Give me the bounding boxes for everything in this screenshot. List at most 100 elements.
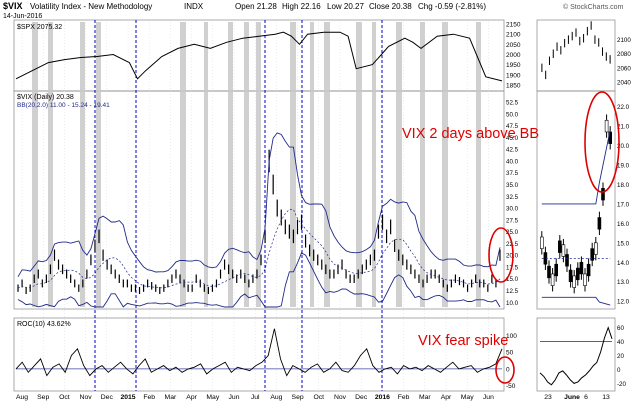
spx-y-tick-6: 1850 (506, 82, 521, 89)
x-tick-6: Feb (143, 394, 155, 401)
zoom-vix-y-tick-0: 22.0 (617, 104, 630, 111)
vix-y-tick-10: 27.5 (506, 217, 519, 224)
zoom-vix-candle-17 (601, 188, 605, 201)
x-tick-11: Jul (251, 394, 260, 401)
vix-y-tick-7: 35.0 (506, 182, 519, 189)
shade-band-4 (180, 22, 186, 307)
bb-middle-band (17, 209, 501, 289)
zoom-roc-panel (536, 317, 616, 392)
vix-legend: $VIX (Daily) 20.38 (17, 94, 74, 101)
zoom-vix-y-tick-3: 19.0 (617, 163, 630, 170)
zoom-vix-candle-6 (561, 244, 566, 257)
zoom-vix-y-tick-5: 17.0 (617, 201, 630, 208)
zoom-spx-y-tick-0: 2100 (617, 37, 631, 44)
quote-close: Close 20.38 (369, 2, 412, 11)
exchange-label: INDX (184, 2, 204, 11)
zoom-vix-candle-16 (597, 217, 602, 230)
zoom-vix-candle-3 (550, 273, 555, 286)
quote-low: Low 20.27 (327, 2, 364, 11)
zoom-roc-y-tick-2: 20 (617, 353, 624, 360)
shade-band-17 (476, 22, 481, 307)
shade-band-8 (256, 22, 261, 307)
symbol-label: $VIX (3, 1, 23, 11)
x-tick-22: Jun (483, 394, 494, 401)
shade-band-16 (442, 22, 448, 307)
x-tick-19: Mar (419, 394, 431, 401)
zoom-vix-y-tick-9: 13.0 (617, 279, 630, 286)
vix-y-tick-1: 50.0 (506, 111, 519, 118)
zoom-roc-line (539, 326, 613, 386)
zoom-vix-candle-2 (547, 265, 551, 279)
vix-y-tick-4: 42.5 (506, 147, 519, 154)
roc-y-tick-1: 50 (506, 350, 514, 357)
spx-y-tick-3: 2000 (506, 52, 521, 59)
x-tick-3: Nov (80, 394, 93, 401)
tick-labels: 215021002050200019501900185052.550.047.5… (16, 22, 631, 401)
watermark: © StockCharts.com (563, 3, 624, 11)
zoom-bb-upper (541, 129, 611, 205)
x-tick-18: Feb (398, 394, 410, 401)
zoom-x-tick-1: June (564, 394, 580, 401)
shade-band-3 (96, 22, 101, 307)
spx-legend: $SPX 2075.32 (17, 24, 62, 31)
vix-y-tick-15: 15.0 (506, 276, 519, 283)
shade-band-1 (48, 22, 53, 307)
spx-y-tick-1: 2100 (506, 32, 521, 39)
x-tick-7: Mar (165, 394, 177, 401)
zoom-vix-candle-9 (572, 275, 577, 288)
vix-y-tick-3: 45.0 (506, 135, 519, 142)
zoom-vix-y-tick-10: 12.0 (617, 299, 630, 306)
spx-y-tick-4: 1950 (506, 62, 521, 69)
vix-y-tick-17: 10.0 (506, 300, 519, 307)
shade-band-15 (420, 22, 425, 307)
shade-band-12 (356, 22, 362, 307)
roc-line (15, 328, 503, 377)
fear-spike-circle (495, 356, 515, 384)
zoom-vix-candle-5 (557, 240, 562, 253)
x-tick-4: Dec (101, 394, 114, 401)
roc-y-tick-0: 100 (506, 333, 517, 340)
x-tick-8: Apr (186, 394, 197, 401)
x-tick-10: Jun (229, 394, 240, 401)
x-tick-9: May (206, 394, 219, 401)
zoom-vix-y-tick-8: 14.0 (617, 260, 630, 267)
quote-chg: Chg -0.59 (-2.81%) (418, 2, 486, 11)
roc-y-tick-3: -50 (506, 383, 516, 390)
spx-price-line (15, 31, 503, 82)
zoom-roc-y-tick-4: -20 (617, 381, 627, 388)
bb-annotation: VIX 2 days above BB (402, 126, 539, 142)
quote-open: Open 21.28 (235, 2, 277, 11)
x-tick-2: Oct (59, 394, 70, 401)
bb-upper-band (17, 132, 501, 278)
zoom-vix-candle-13 (586, 263, 591, 277)
vix-y-tick-8: 32.5 (506, 194, 519, 201)
vix-y-tick-2: 47.5 (506, 123, 519, 130)
shade-band-10 (310, 22, 314, 307)
spx-series (15, 31, 503, 82)
zoom-vix-panel (536, 90, 616, 310)
index-name: Volatility Index - New Methodology (30, 2, 152, 11)
x-tick-15: Nov (334, 394, 347, 401)
zoom-vix-candle-11 (579, 261, 584, 275)
zoom-bb-lower (541, 296, 611, 306)
zoom-vix-candle-15 (593, 242, 598, 255)
shade-band-2 (80, 22, 85, 307)
zoom-vix-candle-0 (539, 236, 544, 249)
shade-layer (32, 22, 481, 307)
roc-y-tick-2: 0 (506, 366, 510, 373)
zoom-vix-candle-4 (554, 263, 559, 277)
zoom-roc-y-tick-3: 0 (617, 367, 621, 374)
zoom-vix-candle-8 (568, 269, 573, 283)
zoom-x-tick-3: 13 (602, 394, 610, 401)
spx-y-tick-5: 1900 (506, 72, 521, 79)
zoom-vix-y-tick-1: 21.0 (617, 124, 630, 131)
zoom-x-tick-2: 6 (584, 394, 588, 401)
vix-series (17, 132, 501, 308)
x-tick-5: 2015 (120, 394, 135, 401)
zoom-roc-y-tick-0: 60 (617, 325, 624, 332)
x-tick-1: Sep (37, 394, 49, 401)
zoom-vix-y-tick-2: 20.0 (617, 143, 630, 150)
vix-y-tick-16: 12.5 (506, 288, 519, 295)
x-tick-14: Oct (314, 394, 325, 401)
zoom-vix-candle-14 (590, 248, 595, 261)
